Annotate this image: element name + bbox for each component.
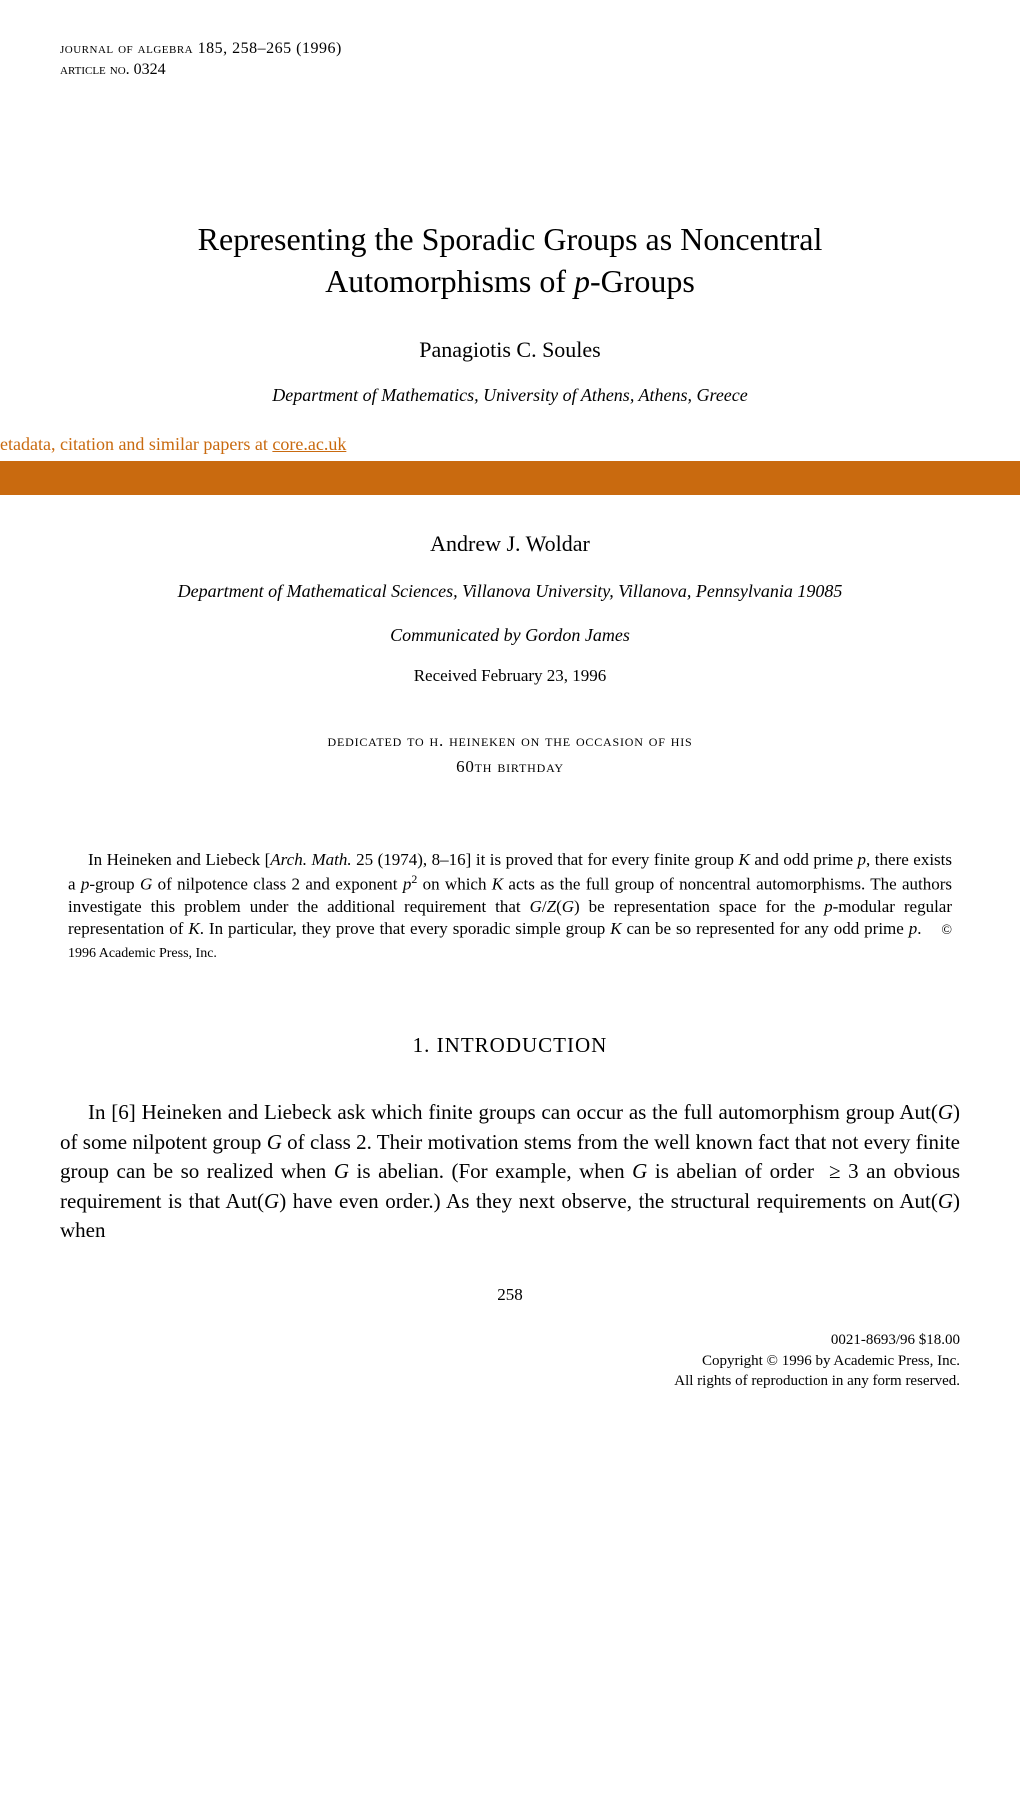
section-heading-1: 1. INTRODUCTION <box>60 1033 960 1058</box>
journal-name: journal of algebra <box>60 40 193 57</box>
article-number: article no. 0324 <box>60 61 960 79</box>
paper-title: Representing the Sporadic Groups as Nonc… <box>60 219 960 302</box>
affiliation-2: Department of Mathematical Sciences, Vil… <box>60 579 960 603</box>
journal-header: journal of algebra 185, 258–265 (1996) <box>60 40 960 58</box>
dedication: dedicated to h. heineken on the occasion… <box>60 728 960 779</box>
footer-issn: 0021-8693/96 $18.00 <box>60 1330 960 1350</box>
core-link[interactable]: core.ac.uk <box>272 434 346 454</box>
footer: 0021-8693/96 $18.00 Copyright © 1996 by … <box>60 1330 960 1391</box>
author-name-1: Panagiotis C. Soules <box>60 337 960 363</box>
core-banner-text: etadata, citation and similar papers at … <box>0 434 960 455</box>
page-number: 258 <box>60 1285 960 1305</box>
footer-rights: All rights of reproduction in any form r… <box>60 1371 960 1391</box>
author-name-2: Andrew J. Woldar <box>60 531 960 557</box>
received-date: Received February 23, 1996 <box>60 666 960 686</box>
abstract: In Heineken and Liebeck [Arch. Math. 25 … <box>60 849 960 963</box>
communicated-by: Communicated by Gordon James <box>60 625 960 646</box>
volume-pages: 185, 258–265 (1996) <box>193 40 342 57</box>
introduction-paragraph: In [6] Heineken and Liebeck ask which fi… <box>60 1098 960 1245</box>
orange-banner-bar <box>0 461 1020 495</box>
abstract-copyright: © 1996 Academic Press, Inc. <box>68 923 952 960</box>
affiliation-1: Department of Mathematics, University of… <box>60 385 960 406</box>
footer-copyright: Copyright © 1996 by Academic Press, Inc. <box>60 1351 960 1371</box>
